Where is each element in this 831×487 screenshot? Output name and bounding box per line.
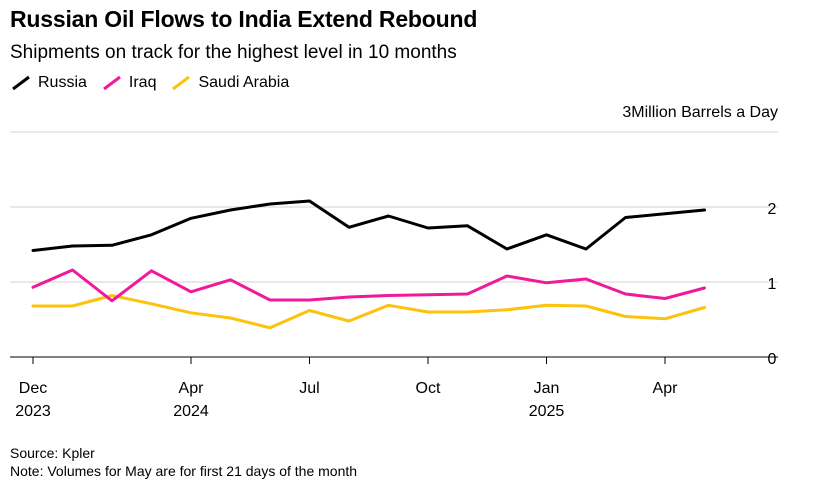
y-tick-label: 0 (768, 351, 777, 368)
x-tick-label: Jul (299, 380, 319, 397)
legend-item-iraq: Iraq (101, 74, 157, 92)
legend-item-russia: Russia (10, 74, 87, 92)
y-axis-unit-label: 3Million Barrels a Day (622, 104, 778, 121)
legend-swatch-russia (12, 75, 30, 91)
y-tick-label: 1 (768, 276, 777, 293)
x-tick-label: Dec (19, 380, 47, 397)
legend-item-saudi-arabia: Saudi Arabia (170, 74, 289, 92)
volume-note: Note: Volumes for May are for first 21 d… (10, 463, 358, 479)
series-line-saudi-arabia (31, 294, 706, 330)
source-note: Source: Kpler (10, 445, 95, 461)
series-line-iraq (31, 268, 706, 303)
legend-label-saudi-arabia: Saudi Arabia (198, 74, 290, 91)
chart-subtitle: Shipments on track for the highest level… (10, 42, 457, 63)
x-tick-label: Apr (179, 380, 205, 397)
y-tick-label: 2 (768, 201, 777, 218)
x-tick-label: Oct (416, 380, 441, 397)
legend-label-russia: Russia (38, 74, 87, 91)
legend-label-iraq: Iraq (128, 74, 157, 91)
legend-swatch-iraq (103, 75, 121, 91)
legend: Russia Iraq Saudi Arabia (10, 74, 289, 92)
x-tick-year-label: 2023 (15, 403, 51, 420)
series-line-russia (31, 199, 706, 252)
x-tick-year-label: 2025 (529, 403, 565, 420)
x-tick-label: Apr (653, 380, 679, 397)
chart-title: Russian Oil Flows to India Extend Reboun… (10, 6, 478, 32)
legend-swatch-saudi-arabia (172, 75, 191, 91)
x-tick-year-label: 2024 (173, 403, 209, 420)
x-tick-label: Jan (534, 380, 560, 397)
